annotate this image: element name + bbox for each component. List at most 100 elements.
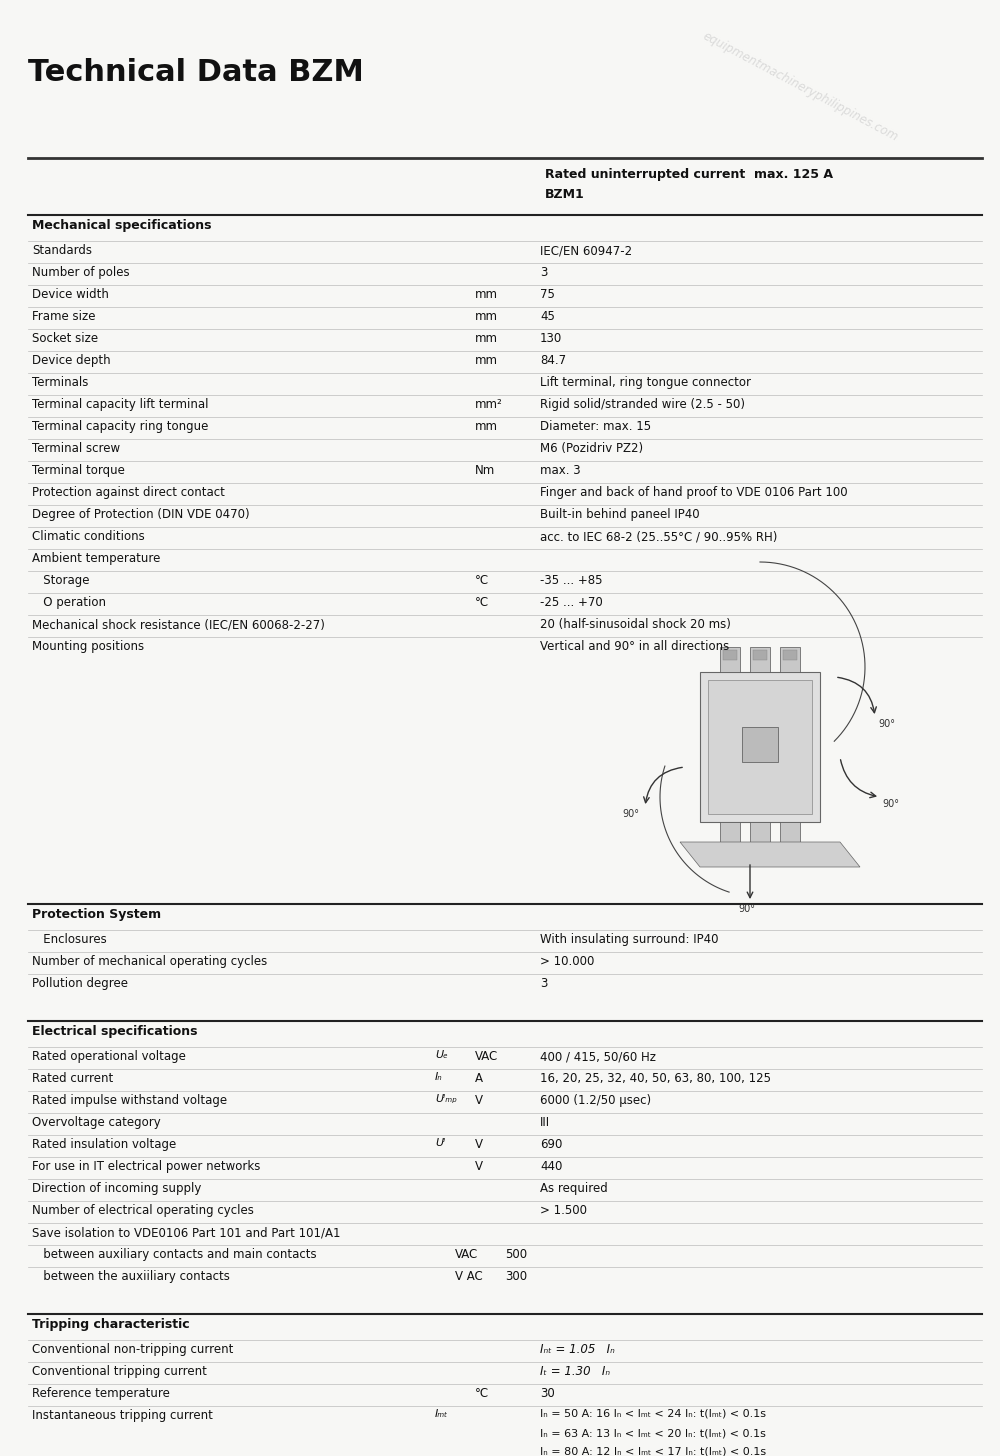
Text: mm: mm [475,310,498,323]
Text: 84.7: 84.7 [540,354,566,367]
Text: equipmentmachineryphilippines.com: equipmentmachineryphilippines.com [700,31,900,144]
Text: 90°: 90° [738,904,755,914]
Text: Electrical specifications: Electrical specifications [32,1025,198,1038]
Bar [742,727,778,761]
Text: Diameter: max. 15: Diameter: max. 15 [540,419,651,432]
Text: A: A [475,1072,483,1085]
Text: 3: 3 [540,977,547,990]
Text: Socket size: Socket size [32,332,98,345]
Text: V: V [475,1093,483,1107]
Text: Technical Data BZM: Technical Data BZM [28,58,364,87]
Text: 20 (half-sinusoidal shock 20 ms): 20 (half-sinusoidal shock 20 ms) [540,617,731,630]
Text: V: V [475,1160,483,1174]
Text: Iₙ = 50 A: 16 Iₙ < Iₘₜ < 24 Iₙ: t(Iₘₜ) < 0.1s: Iₙ = 50 A: 16 Iₙ < Iₘₜ < 24 Iₙ: t(Iₘₜ) <… [540,1409,766,1420]
Text: > 10.000: > 10.000 [540,955,594,968]
Text: Tripping characteristic: Tripping characteristic [32,1318,190,1331]
Text: VAC: VAC [455,1248,478,1261]
Text: Nm: Nm [475,464,495,478]
Text: max. 3: max. 3 [540,464,581,478]
Text: Mounting positions: Mounting positions [32,641,144,652]
Text: Uₑ: Uₑ [435,1050,448,1060]
Text: °C: °C [475,1388,489,1401]
Text: Protection System: Protection System [32,909,161,922]
Text: 16, 20, 25, 32, 40, 50, 63, 80, 100, 125: 16, 20, 25, 32, 40, 50, 63, 80, 100, 125 [540,1072,771,1085]
Text: V: V [475,1139,483,1152]
Polygon shape [680,842,860,866]
Text: Iₜ = 1.30   Iₙ: Iₜ = 1.30 Iₙ [540,1366,610,1377]
Text: Terminals: Terminals [32,376,88,389]
Text: Frame size: Frame size [32,310,96,323]
Bar [780,823,800,842]
Text: Number of poles: Number of poles [32,266,130,280]
Text: III: III [540,1115,550,1128]
Text: IEC/EN 60947-2: IEC/EN 60947-2 [540,245,632,258]
Text: 90°: 90° [878,719,895,729]
Text: Storage: Storage [32,574,90,587]
Text: Pollution degree: Pollution degree [32,977,128,990]
Text: mm: mm [475,419,498,432]
Text: Mechanical shock resistance (IEC/EN 60068-2-27): Mechanical shock resistance (IEC/EN 6006… [32,617,325,630]
Text: With insulating surround: IP40: With insulating surround: IP40 [540,933,718,946]
Text: Iₘₜ: Iₘₜ [435,1409,448,1420]
Text: 300: 300 [505,1270,527,1283]
Text: Finger and back of hand proof to VDE 0106 Part 100: Finger and back of hand proof to VDE 010… [540,486,848,499]
Text: 130: 130 [540,332,562,345]
Text: mm: mm [475,354,498,367]
Text: Iₙₜ = 1.05   Iₙ: Iₙₜ = 1.05 Iₙ [540,1342,615,1356]
Text: Lift terminal, ring tongue connector: Lift terminal, ring tongue connector [540,376,751,389]
Text: Terminal capacity ring tongue: Terminal capacity ring tongue [32,419,208,432]
Bar [780,646,800,673]
Text: Built-in behind paneel IP40: Built-in behind paneel IP40 [540,508,700,521]
Text: Device width: Device width [32,288,109,301]
Text: VAC: VAC [475,1050,498,1063]
Bar [750,646,770,673]
Text: Terminal capacity lift terminal: Terminal capacity lift terminal [32,397,208,411]
Text: BZM1: BZM1 [545,188,585,201]
Text: Terminal screw: Terminal screw [32,443,120,454]
Text: Mechanical specifications: Mechanical specifications [32,218,212,232]
Text: -35 ... +85: -35 ... +85 [540,574,602,587]
Bar [720,646,740,673]
Text: between the auxiiliary contacts: between the auxiiliary contacts [32,1270,230,1283]
Text: Rated insulation voltage: Rated insulation voltage [32,1139,176,1152]
Text: Conventional tripping current: Conventional tripping current [32,1366,207,1377]
Text: °C: °C [475,574,489,587]
Text: Uᴵ: Uᴵ [435,1139,445,1147]
Text: Iₙ: Iₙ [435,1072,443,1082]
Text: Iₙ = 80 A: 12 Iₙ < Iₘₜ < 17 Iₙ: t(Iₘₜ) < 0.1s: Iₙ = 80 A: 12 Iₙ < Iₘₜ < 17 Iₙ: t(Iₘₜ) <… [540,1447,766,1456]
Text: 6000 (1.2/50 μsec): 6000 (1.2/50 μsec) [540,1093,651,1107]
Text: Rated uninterrupted current  max. 125 A: Rated uninterrupted current max. 125 A [545,167,833,181]
Text: Instantaneous tripping current: Instantaneous tripping current [32,1409,213,1423]
Text: acc. to IEC 68-2 (25..55°C / 90..95% RH): acc. to IEC 68-2 (25..55°C / 90..95% RH) [540,530,777,543]
Text: Climatic conditions: Climatic conditions [32,530,145,543]
Text: > 1.500: > 1.500 [540,1204,587,1217]
Text: For use in IT electrical power networks: For use in IT electrical power networks [32,1160,260,1174]
Text: O peration: O peration [32,596,106,609]
Text: Rated impulse withstand voltage: Rated impulse withstand voltage [32,1093,227,1107]
Text: °C: °C [475,596,489,609]
Text: Rated current: Rated current [32,1072,113,1085]
Text: Device depth: Device depth [32,354,111,367]
Text: mm: mm [475,332,498,345]
Text: Conventional non-tripping current: Conventional non-tripping current [32,1342,233,1356]
Text: -25 ... +70: -25 ... +70 [540,596,603,609]
Text: Save isolation to VDE0106 Part 101 and Part 101/A1: Save isolation to VDE0106 Part 101 and P… [32,1226,340,1239]
Text: Protection against direct contact: Protection against direct contact [32,486,225,499]
Text: Rated operational voltage: Rated operational voltage [32,1050,186,1063]
Text: V AC: V AC [455,1270,483,1283]
Text: Enclosures: Enclosures [32,933,107,946]
Bar [750,823,770,842]
Text: Degree of Protection (DIN VDE 0470): Degree of Protection (DIN VDE 0470) [32,508,250,521]
Text: 400 / 415, 50/60 Hz: 400 / 415, 50/60 Hz [540,1050,656,1063]
Text: Number of electrical operating cycles: Number of electrical operating cycles [32,1204,254,1217]
Text: Ambient temperature: Ambient temperature [32,552,160,565]
Text: 500: 500 [505,1248,527,1261]
Text: 90°: 90° [622,810,639,818]
Text: mm: mm [475,288,498,301]
Bar [720,823,740,842]
Text: 75: 75 [540,288,555,301]
Text: As required: As required [540,1182,608,1195]
Text: Rigid solid/stranded wire (2.5 - 50): Rigid solid/stranded wire (2.5 - 50) [540,397,745,411]
Text: 30: 30 [540,1388,555,1401]
Bar [753,649,767,660]
